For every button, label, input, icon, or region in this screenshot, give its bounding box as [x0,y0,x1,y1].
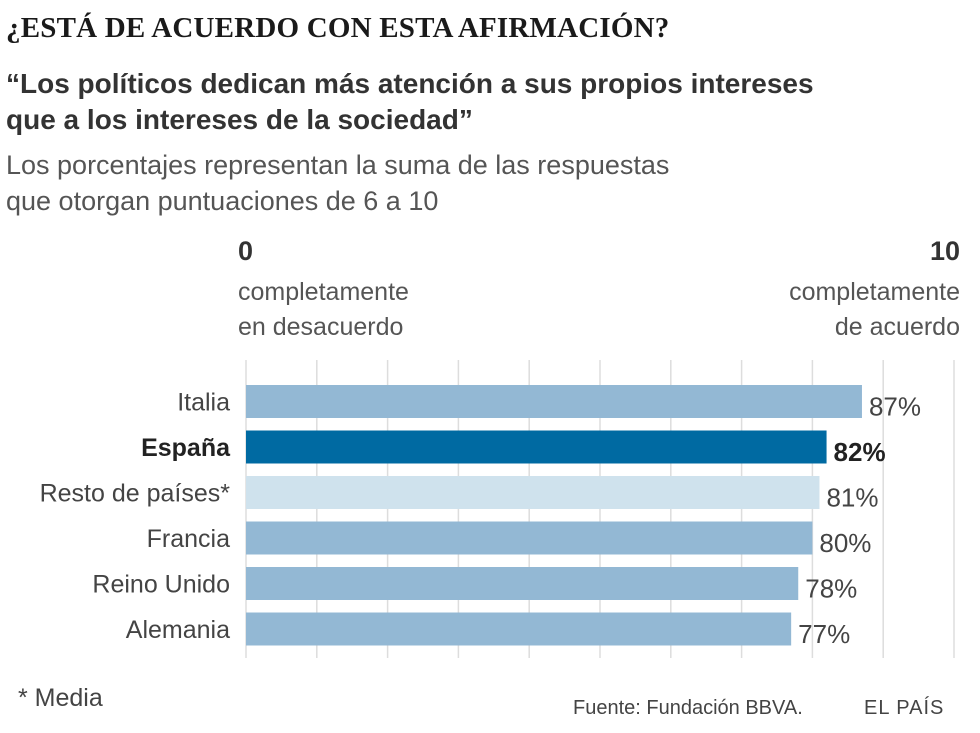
category-label: Resto de países* [40,480,231,508]
value-labels: 87% 82% 81% 80% 78% 77% [798,392,921,650]
value-label: 78% [805,574,857,604]
category-labels: Italia España Resto de países* Francia Reino… [40,389,231,645]
bar-3 [246,476,820,509]
value-label: 81% [826,483,878,513]
category-label: Alemania [126,616,230,644]
scale-min-label-line1: completamente [238,278,409,306]
bars [246,385,862,646]
category-label: Reino Unido [92,571,230,599]
scale-max-label-line1: completamente [789,278,960,306]
value-label: 82% [834,437,886,467]
kicker-question: ¿ESTÁ DE ACUERDO CON ESTA AFIRMACIÓN? [6,12,670,44]
bar-6 [246,612,792,646]
source-credit: Fuente: Fundación BBVA. [573,697,803,719]
bar-chart: Italia España Resto de países* Francia Reino… [40,360,955,658]
category-label: Italia [177,389,230,417]
category-label: España [141,434,231,462]
chart-title-line2: que a los intereses de la sociedad” [6,104,473,135]
brand-logo-text: EL PAÍS [864,697,945,719]
scale-min-value: 0 [238,236,254,266]
bar-1 [246,385,862,418]
value-label: 80% [819,528,871,558]
chart-subtitle-line1: Los porcentajes representan la suma de l… [6,150,670,180]
value-label: 87% [869,392,921,422]
footnote: * Media [18,684,103,712]
bar-2 [246,430,827,464]
scale-max-value: 10 [929,236,960,266]
scale-max-label-line2: de acuerdo [834,313,960,341]
bar-4 [246,521,813,555]
chart-subtitle-line2: que otorgan puntuaciones de 6 a 10 [6,186,439,216]
scale-min-label-line2: en desacuerdo [238,313,404,341]
bar-5 [246,567,799,600]
category-label: Francia [147,525,230,553]
value-label: 77% [798,619,850,649]
chart-title-line1: “Los políticos dedican más atención a su… [6,68,814,99]
